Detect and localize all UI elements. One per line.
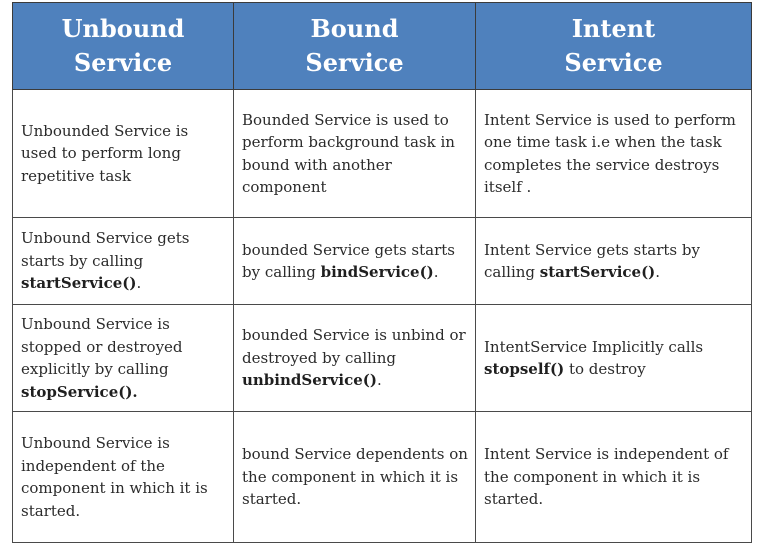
header-row: Unbound Service Bound Service Intent Servic… <box>12 2 752 90</box>
cell-text: bound Service dependents on the componen… <box>242 445 468 509</box>
cell-intent: Intent Service is used to perform one ti… <box>475 89 752 218</box>
method-name: startService() <box>21 274 137 293</box>
cell-text: Intent Service is independent of the com… <box>484 445 729 509</box>
method-name: bindService() <box>320 263 434 281</box>
cell-bound: bounded Service is unbind or destroyed b… <box>233 304 476 412</box>
cell-bound: Bounded Service is used to perform backg… <box>233 89 476 218</box>
header-intent: Intent Service <box>475 2 752 90</box>
cell-intent: IntentService Implicitly calls stopself(… <box>475 304 752 412</box>
cell-text: . <box>433 263 439 281</box>
cell-bound: bound Service dependents on the componen… <box>233 411 476 543</box>
header-line: Unbound <box>61 14 185 43</box>
header-line: Service <box>305 48 404 77</box>
cell-text: Intent Service is used to perform one ti… <box>484 110 736 197</box>
cell-text: to destroy <box>564 360 646 378</box>
table-row: Unbound Service is stopped or destroyed … <box>12 304 752 412</box>
header-line: Intent <box>571 14 656 43</box>
cell-text: Unbound Service is independent of the co… <box>21 434 208 520</box>
table-row: Unbound Service is independent of the co… <box>12 411 752 543</box>
cell-text: Bounded Service is used to perform backg… <box>242 110 455 197</box>
cell-text: Unbounded Service is used to perform lon… <box>21 121 189 185</box>
header-line: Bound <box>310 14 399 43</box>
cell-unbound: Unbounded Service is used to perform lon… <box>12 89 234 218</box>
cell-unbound: Unbound Service is stopped or destroyed … <box>12 304 234 412</box>
method-name: stopService(). <box>21 382 138 401</box>
method-name: unbindService() <box>242 371 377 390</box>
cell-text: Unbound Service is stopped or destroyed … <box>21 315 183 378</box>
cell-text: . <box>376 371 382 390</box>
cell-intent: Intent Service is independent of the com… <box>475 411 752 543</box>
header-unbound: Unbound Service <box>12 2 234 90</box>
cell-unbound: Unbound Service is independent of the co… <box>12 411 234 543</box>
header-line: Service <box>564 48 663 77</box>
table-row: Unbound Service gets starts by calling s… <box>12 217 752 305</box>
cell-intent: Intent Service gets starts by calling st… <box>475 217 752 305</box>
table-row: Unbounded Service is used to perform lon… <box>12 89 752 218</box>
cell-text: bounded Service gets starts by calling <box>242 240 455 282</box>
header-bound: Bound Service <box>233 2 476 90</box>
method-name: startService() <box>539 263 656 281</box>
cell-text: Unbound Service gets starts by calling <box>21 229 190 270</box>
cell-unbound: Unbound Service gets starts by calling s… <box>12 217 234 305</box>
method-name: stopself() <box>484 360 565 378</box>
cell-text: bounded Service is unbind or destroyed b… <box>242 326 466 367</box>
cell-text: . <box>655 263 661 281</box>
cell-text: IntentService Implicitly calls <box>484 337 704 356</box>
header-line: Service <box>73 48 173 77</box>
comparison-table: Unbound Service Bound Service Intent Servic… <box>12 2 752 543</box>
cell-text: Intent Service gets starts by calling <box>484 240 700 282</box>
cell-text: . <box>136 274 142 293</box>
cell-bound: bounded Service gets starts by calling b… <box>233 217 476 305</box>
